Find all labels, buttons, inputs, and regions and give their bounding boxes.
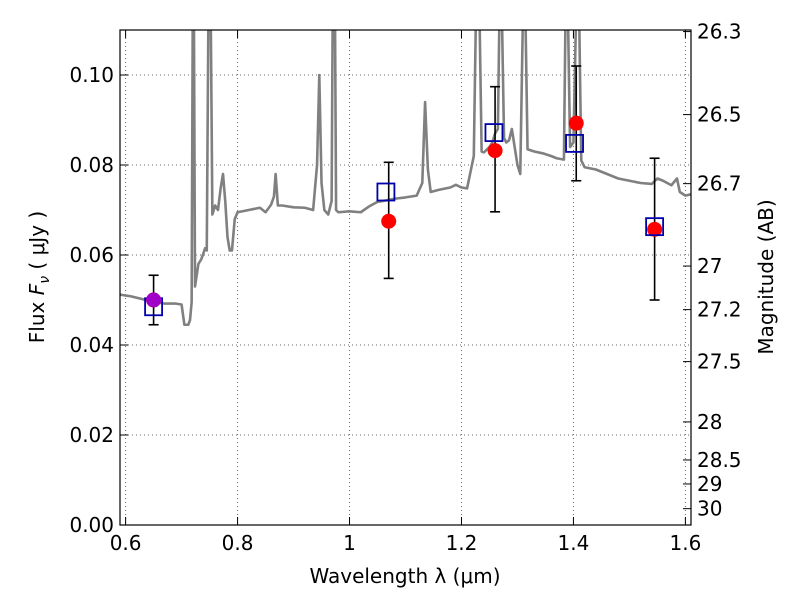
observed-model-overlap <box>146 292 162 308</box>
grid <box>120 30 691 526</box>
model-point <box>376 182 396 202</box>
right-tick-label: 27.5 <box>697 350 742 374</box>
y-tick-label: 0.08 <box>69 153 114 177</box>
right-tick-label: 26.5 <box>697 103 742 127</box>
right-tick-label: 27 <box>697 254 722 278</box>
observed-points <box>146 115 663 308</box>
plot-frame-rect <box>119 29 692 526</box>
right-tick-label: 28.5 <box>697 448 742 472</box>
right-tick-label: 26.7 <box>697 172 742 196</box>
spectrum-series <box>120 30 691 327</box>
model-point <box>565 133 584 153</box>
model-point <box>484 123 504 142</box>
y-tick-label: 0.02 <box>69 423 114 447</box>
x-tick-label: 0.8 <box>222 531 254 555</box>
x-tick-label: 1.6 <box>669 531 701 555</box>
right-tick-label: 28 <box>697 410 722 434</box>
observed-point <box>381 213 397 229</box>
right-axis-label: Magnitude (AB) <box>754 199 778 354</box>
observed-point <box>647 221 663 237</box>
right-tick-label: 29 <box>697 472 722 496</box>
model-point <box>645 217 665 237</box>
x-tick-label: 1.4 <box>558 531 590 555</box>
observed-point <box>487 143 503 159</box>
y-tick-label: 0.06 <box>69 243 114 267</box>
y-tick-label: 0.04 <box>69 333 114 357</box>
model-points <box>144 123 665 317</box>
x-axis-label: Wavelength λ (μm) <box>309 564 500 588</box>
x-tick-label: 0.6 <box>110 531 142 555</box>
y-axis-label: Flux Fν ( μJy ) <box>25 211 53 343</box>
tick-labels: 0.6 0.8 1 1.2 1.4 1.6 0.00 0.02 0.04 0.06 0.08 0.10… <box>69 20 741 555</box>
spectrum-line <box>120 30 691 327</box>
y-tick-label: 0.10 <box>69 63 114 87</box>
right-tick-label: 27.2 <box>697 298 742 322</box>
observed-point <box>568 115 584 131</box>
tick-marks <box>120 30 691 526</box>
y-tick-label: 0.00 <box>69 513 114 537</box>
x-tick-label: 1.2 <box>446 531 478 555</box>
right-tick-label: 26.3 <box>697 20 742 44</box>
right-tick-label: 30 <box>697 497 722 521</box>
x-tick-label: 1 <box>343 531 356 555</box>
plot-frame <box>119 29 692 526</box>
